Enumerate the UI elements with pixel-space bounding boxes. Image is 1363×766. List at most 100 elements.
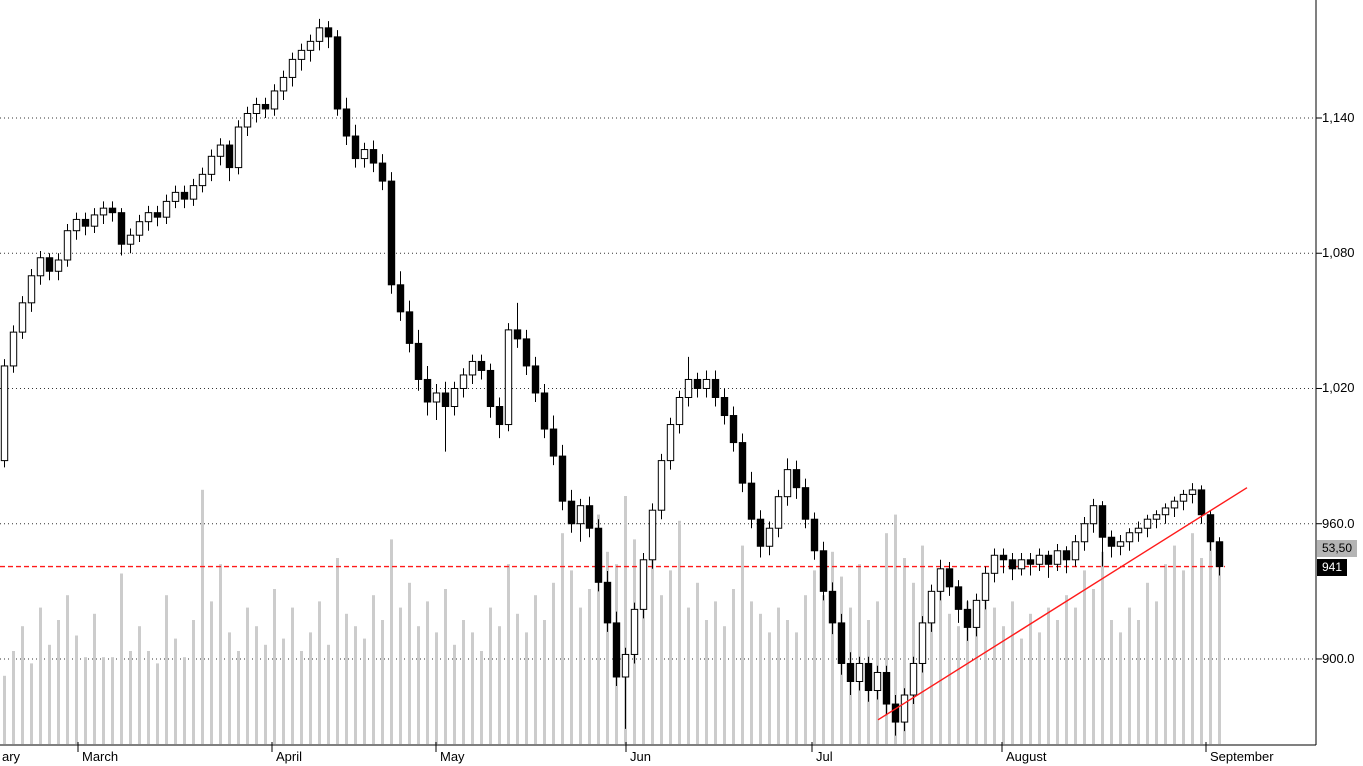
candle-down bbox=[1197, 489, 1206, 516]
volume-bar bbox=[48, 644, 51, 744]
candle-up bbox=[207, 155, 216, 175]
volume-bar bbox=[930, 595, 933, 744]
volume-bar bbox=[201, 489, 204, 744]
volume-bar bbox=[795, 632, 798, 744]
volume-bar bbox=[651, 558, 654, 744]
volume-bar bbox=[498, 626, 501, 744]
price-label: 960.0 bbox=[1322, 515, 1355, 531]
candle-down bbox=[891, 703, 900, 723]
candle-up bbox=[765, 527, 774, 547]
price-label: 900.0 bbox=[1322, 650, 1355, 666]
candle-up bbox=[684, 378, 693, 398]
volume-bar bbox=[768, 632, 771, 744]
candle-up bbox=[252, 103, 261, 114]
volume-bar bbox=[291, 607, 294, 744]
volume-bar bbox=[732, 589, 735, 744]
candle-up bbox=[972, 599, 981, 628]
volume-bar bbox=[417, 626, 420, 744]
volume-bar bbox=[570, 570, 573, 744]
volume-bar bbox=[39, 607, 42, 744]
candle-down bbox=[738, 442, 747, 484]
candle-down bbox=[792, 469, 801, 489]
candle-up bbox=[1071, 541, 1080, 561]
candle-down bbox=[324, 27, 333, 38]
volume-bar bbox=[435, 632, 438, 744]
candle-down bbox=[441, 392, 450, 408]
candle-down bbox=[1206, 514, 1215, 543]
candle-up bbox=[1053, 550, 1062, 565]
volume-bar bbox=[669, 570, 672, 744]
candle-down bbox=[963, 608, 972, 628]
volume-bar bbox=[264, 644, 267, 744]
volume-bar bbox=[66, 595, 69, 744]
candle-down bbox=[261, 103, 270, 110]
month-label: April bbox=[276, 749, 303, 764]
candle-down bbox=[1098, 505, 1107, 538]
candle-up bbox=[360, 149, 369, 160]
secondary-value-badge: 53,50 bbox=[1317, 539, 1358, 557]
candle-down bbox=[756, 518, 765, 547]
candle-down bbox=[567, 500, 576, 525]
volume-bar bbox=[534, 595, 537, 744]
candle-up bbox=[675, 396, 684, 426]
volume-bar bbox=[759, 613, 762, 744]
volume-bar bbox=[1101, 551, 1104, 744]
volume-bar bbox=[1137, 620, 1140, 744]
candle-down bbox=[1044, 554, 1053, 565]
candle-up bbox=[72, 218, 81, 232]
volume-bar bbox=[120, 573, 123, 744]
trendline bbox=[877, 487, 1248, 721]
candle-up bbox=[1125, 532, 1134, 543]
volume-bar bbox=[1218, 545, 1221, 744]
candle-down bbox=[801, 487, 810, 520]
candle-up bbox=[1116, 541, 1125, 547]
candle-up bbox=[243, 112, 252, 128]
candle-up bbox=[783, 469, 792, 498]
volume-bar bbox=[579, 607, 582, 744]
candle-down bbox=[225, 144, 234, 169]
candle-down bbox=[540, 392, 549, 430]
volume-bar bbox=[1146, 582, 1149, 744]
candle-up bbox=[459, 374, 468, 389]
candle-up bbox=[909, 662, 918, 696]
volume-bar bbox=[678, 520, 681, 744]
candle-up bbox=[450, 387, 459, 408]
candle-down bbox=[882, 671, 891, 705]
volume-bar bbox=[1128, 607, 1131, 744]
volume-bar bbox=[111, 657, 114, 744]
candle-down bbox=[999, 554, 1008, 561]
volume-bar bbox=[1056, 620, 1059, 744]
candle-up bbox=[873, 671, 882, 692]
volume-bar bbox=[525, 632, 528, 744]
candle-up bbox=[288, 58, 297, 78]
candle-up bbox=[0, 365, 9, 462]
volume-bar bbox=[237, 651, 240, 744]
volume-bar bbox=[129, 651, 132, 744]
volume-bar bbox=[363, 638, 366, 744]
volume-bar bbox=[327, 644, 330, 744]
candle-up bbox=[648, 509, 657, 561]
volume-bar bbox=[246, 607, 249, 744]
candle-up bbox=[18, 302, 27, 333]
candle-down bbox=[828, 590, 837, 624]
volume-bar bbox=[1020, 638, 1023, 744]
candle-down bbox=[819, 550, 828, 592]
candle-up bbox=[702, 378, 711, 389]
volume-bar bbox=[1047, 607, 1050, 744]
volume-bar bbox=[309, 632, 312, 744]
volume-bar bbox=[1083, 570, 1086, 744]
volume-bar bbox=[894, 514, 897, 744]
volume-bar bbox=[147, 651, 150, 744]
volume-bar bbox=[3, 675, 6, 744]
volume-bar bbox=[777, 607, 780, 744]
candle-up bbox=[9, 331, 18, 367]
volume-bar bbox=[1065, 595, 1068, 744]
volume-bar bbox=[165, 595, 168, 744]
candle-up bbox=[162, 200, 171, 218]
volume-bar bbox=[228, 632, 231, 744]
volume-bar bbox=[471, 632, 474, 744]
volume-bar bbox=[462, 620, 465, 744]
candle-down bbox=[729, 415, 738, 444]
volume-bar bbox=[219, 564, 222, 744]
